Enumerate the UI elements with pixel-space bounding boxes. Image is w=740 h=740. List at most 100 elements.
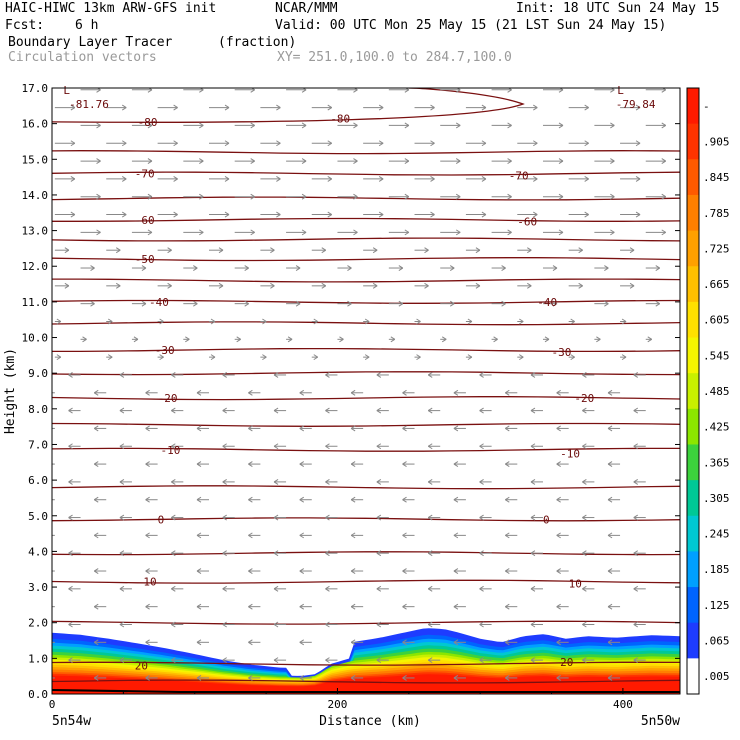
circulation-vector-head bbox=[173, 104, 178, 111]
circulation-vector-head bbox=[313, 318, 319, 325]
circulation-vector-head bbox=[301, 122, 307, 129]
y-axis-title: Height (km) bbox=[3, 348, 18, 434]
circulation-vector-head bbox=[68, 550, 73, 557]
circulation-vector-head bbox=[64, 282, 70, 289]
circulation-vector-head bbox=[376, 478, 382, 485]
circulation-vector-head bbox=[171, 657, 176, 664]
colorbar-swatch bbox=[687, 301, 699, 339]
circulation-vector-head bbox=[347, 265, 352, 271]
circulation-vector-head bbox=[236, 336, 241, 343]
circulation-vector-head bbox=[299, 425, 305, 432]
circulation-vector-head bbox=[479, 657, 484, 664]
plot-frame bbox=[51, 87, 681, 695]
circulation-vector-head bbox=[295, 300, 301, 307]
circulation-vector-head bbox=[378, 104, 384, 111]
circulation-vector-head bbox=[64, 247, 70, 254]
circulation-vector-head bbox=[141, 265, 147, 271]
circulation-vector-head bbox=[276, 175, 281, 182]
circulation-vector-head bbox=[43, 390, 47, 395]
circulation-vector-head bbox=[327, 211, 333, 218]
circulation-vector-head bbox=[121, 140, 127, 147]
colorbar-label: .185 bbox=[703, 563, 730, 576]
circulation-vector-head bbox=[147, 122, 153, 129]
circulation-vector-head bbox=[43, 640, 47, 645]
colorbar-swatch bbox=[687, 266, 699, 303]
circulation-vector-head bbox=[70, 140, 76, 147]
circulation-vector-head bbox=[145, 425, 150, 432]
circulation-vector-head bbox=[93, 568, 99, 574]
circulation-vector-head bbox=[629, 247, 635, 254]
circulation-vector-head bbox=[248, 675, 253, 681]
circulation-vector-head bbox=[325, 407, 330, 414]
contour-label: -81.76 bbox=[69, 98, 109, 111]
circulation-vector-head bbox=[552, 300, 558, 307]
circulation-vector-head bbox=[273, 478, 279, 485]
circulation-vector-head bbox=[493, 336, 498, 343]
circulation-vector-head bbox=[501, 300, 506, 307]
circulation-vector-head bbox=[96, 229, 101, 236]
circulation-vector-head bbox=[584, 140, 589, 147]
circulation-vector-head bbox=[582, 657, 587, 664]
temperature-contour bbox=[52, 422, 680, 427]
circulation-vector-head bbox=[449, 300, 455, 307]
circulation-vector-head bbox=[507, 229, 512, 236]
circulation-vector-head bbox=[570, 318, 575, 325]
circulation-vector-head bbox=[570, 354, 575, 361]
circulation-vector-head bbox=[453, 675, 459, 681]
circulation-vector-head bbox=[93, 532, 99, 539]
circulation-vector-head bbox=[353, 193, 358, 200]
circulation-vector-head bbox=[427, 407, 433, 414]
circulation-vector-head bbox=[633, 550, 639, 557]
temperature-contour bbox=[52, 150, 680, 155]
circulation-vector-head bbox=[378, 175, 384, 182]
circulation-vector-head bbox=[119, 372, 125, 378]
temperature-contour bbox=[52, 517, 680, 522]
y-tick-label: 9.0 bbox=[28, 367, 48, 380]
contour-label: 10 bbox=[143, 576, 156, 589]
init-time: Init: 18 UTC Sun 24 May 15 bbox=[516, 1, 720, 16]
circulation-vector-head bbox=[416, 318, 421, 325]
circulation-vector-head bbox=[479, 443, 484, 450]
circulation-vector-head bbox=[505, 425, 510, 432]
circulation-vector-head bbox=[607, 389, 613, 396]
colorbar-swatch bbox=[687, 408, 699, 445]
circulation-vector-head bbox=[530, 657, 536, 664]
temperature-contour bbox=[52, 485, 680, 490]
circulation-vector-head bbox=[610, 88, 615, 93]
circulation-vector-head bbox=[467, 354, 473, 361]
circulation-vector-head bbox=[250, 88, 255, 93]
contour-label: 20 bbox=[135, 659, 148, 672]
circulation-vector-head bbox=[350, 496, 356, 503]
contour-label: -80 bbox=[138, 116, 158, 129]
circulation-vector-head bbox=[171, 550, 176, 557]
circulation-vector-head bbox=[530, 550, 536, 557]
circulation-vector-head bbox=[558, 193, 564, 200]
circulation-vector-head bbox=[505, 389, 510, 396]
circulation-vector-head bbox=[633, 514, 639, 521]
circulation-vector-head bbox=[121, 104, 127, 111]
circulation-vector-head bbox=[199, 229, 204, 236]
circulation-vector-head bbox=[171, 443, 176, 450]
circulation-vector-head bbox=[222, 372, 227, 378]
circulation-vector-head bbox=[353, 229, 358, 236]
valid-time: Valid: 00 UTC Mon 25 May 15 (21 LST Sun … bbox=[275, 18, 667, 33]
circulation-vector-head bbox=[635, 104, 641, 111]
circulation-vector-head bbox=[475, 247, 481, 254]
circulation-vector-head bbox=[145, 675, 150, 681]
circulation-vector-head bbox=[427, 372, 433, 378]
circulation-vector-head bbox=[427, 514, 433, 521]
y-tick-label: 17.0 bbox=[22, 82, 49, 95]
colorbar-swatch bbox=[687, 373, 699, 410]
temperature-contour bbox=[52, 217, 680, 222]
circulation-vector-head bbox=[661, 193, 667, 200]
circulation-vector-head bbox=[210, 318, 216, 325]
circulation-vector-head bbox=[70, 175, 76, 182]
circulation-vector-head bbox=[479, 514, 484, 521]
circulation-vector-head bbox=[299, 496, 305, 503]
circulation-vector-head bbox=[196, 461, 202, 467]
temperature-contour bbox=[52, 579, 680, 584]
circulation-vector-head bbox=[301, 88, 307, 93]
circulation-vector-head bbox=[607, 425, 613, 432]
axes: 0.0 1.0 2.0 3.0 4.0 5.0 6.0 7.0 8.0 9.0 10.0 11.0 12… bbox=[22, 82, 680, 711]
contour-label: -70 bbox=[135, 168, 155, 181]
